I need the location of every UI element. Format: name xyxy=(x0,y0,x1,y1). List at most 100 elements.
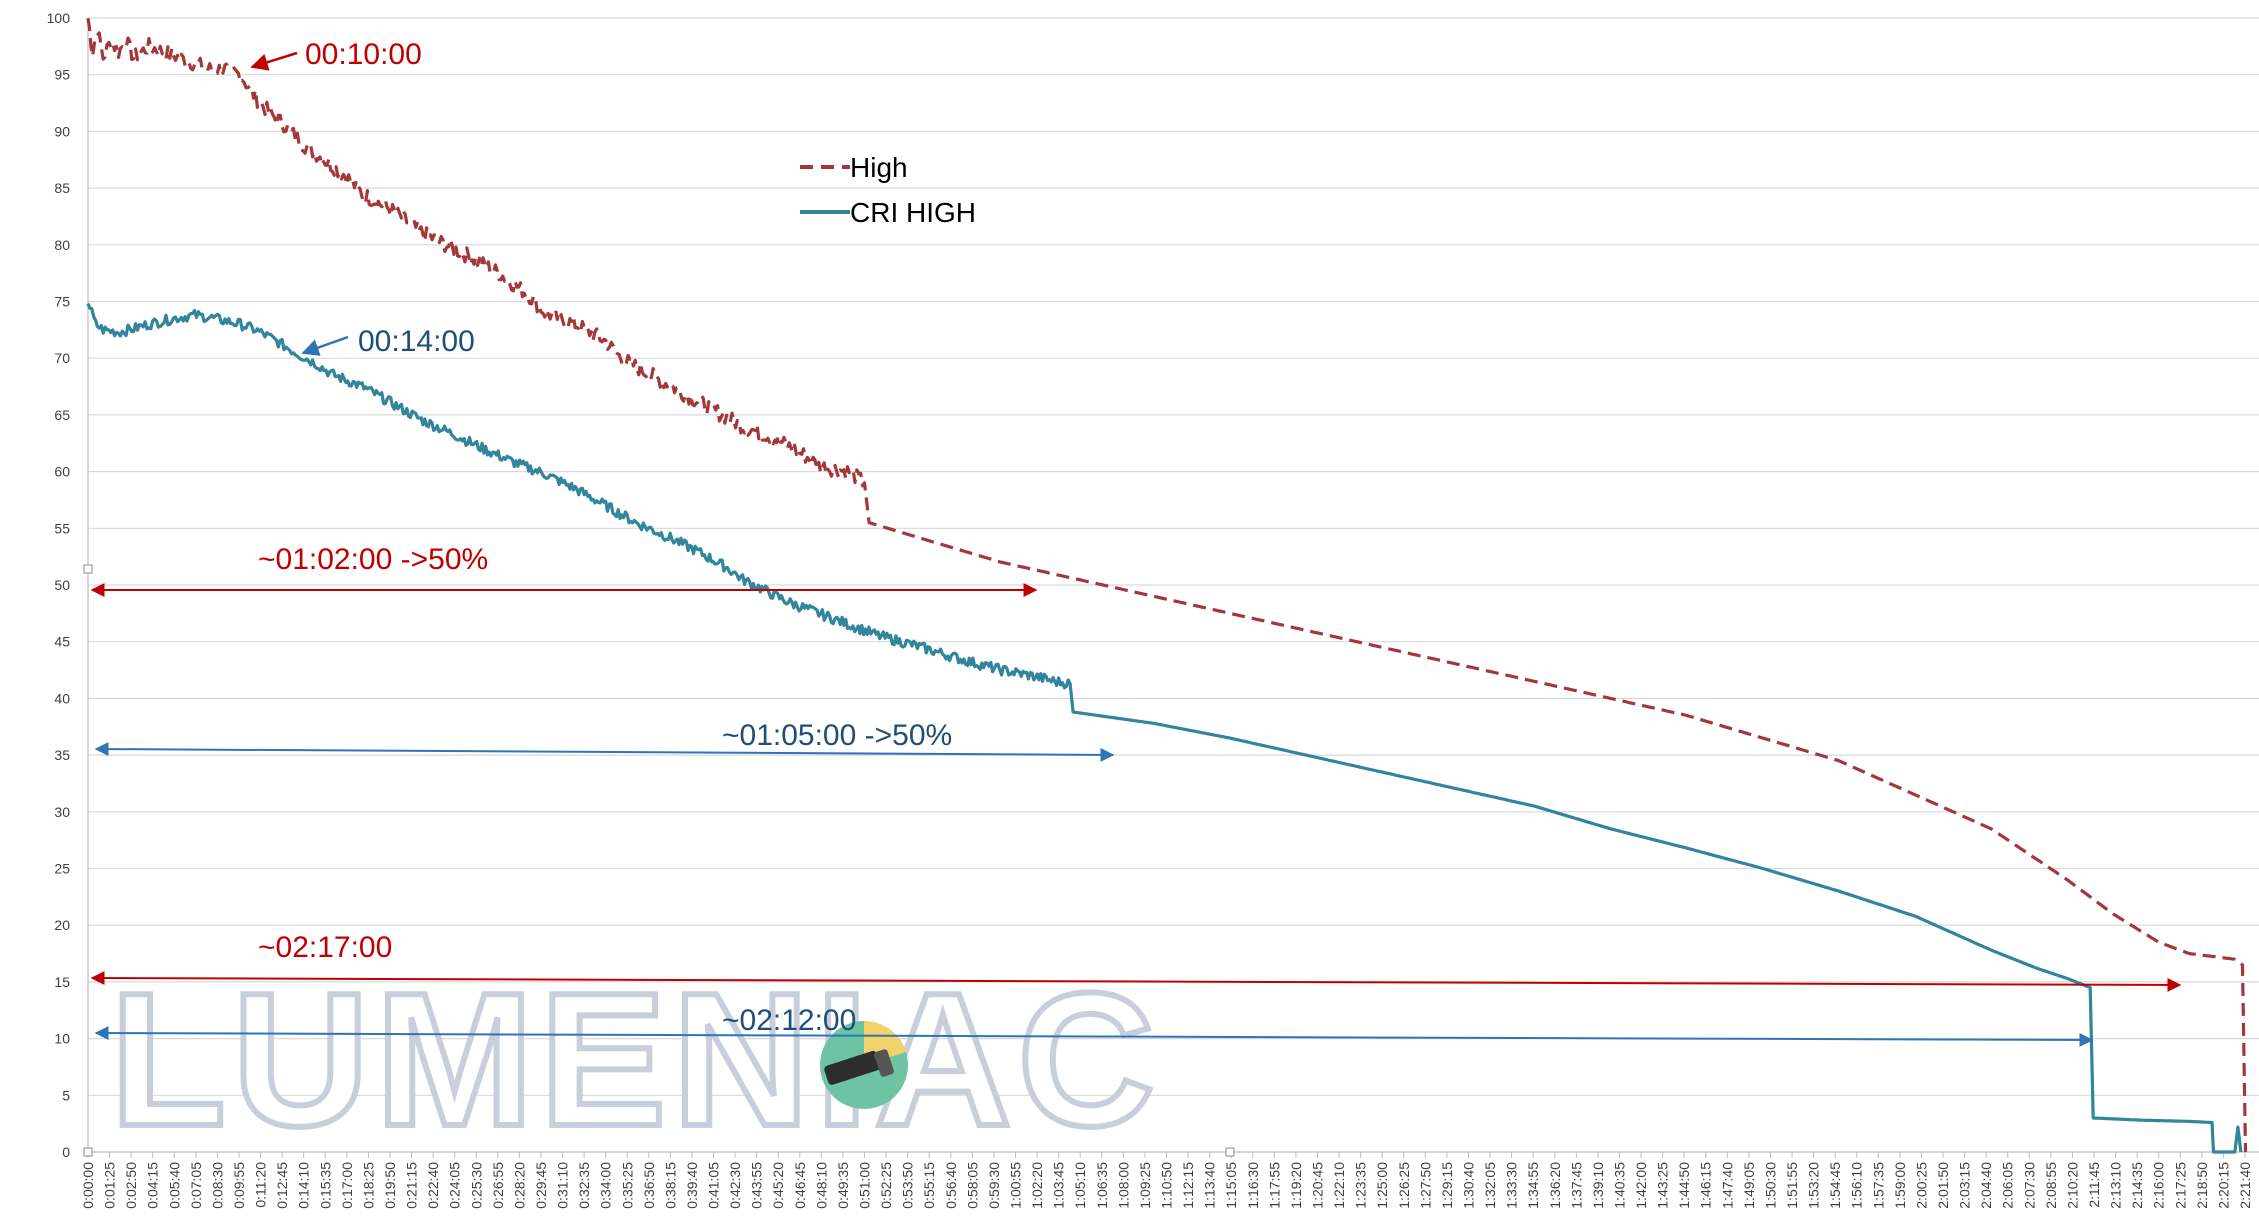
x-tick-label: 0:26:55 xyxy=(490,1162,506,1209)
x-tick-label: 0:41:05 xyxy=(706,1162,722,1209)
y-tick-label: 100 xyxy=(47,10,71,26)
y-tick-label: 70 xyxy=(54,350,70,366)
legend-label-cri-high: CRI HIGH xyxy=(850,197,976,228)
x-tick-label: 1:08:00 xyxy=(1115,1162,1131,1209)
x-tick-label: 1:47:40 xyxy=(1719,1162,1735,1209)
x-tick-label: 0:18:25 xyxy=(360,1162,376,1209)
x-tick-label: 1:15:05 xyxy=(1223,1162,1239,1209)
x-tick-label: 1:13:40 xyxy=(1202,1162,1218,1209)
x-tick-label: 0:46:45 xyxy=(792,1162,808,1209)
annotation-range-cri-50pct xyxy=(94,742,1115,762)
x-tick-label: 1:51:55 xyxy=(1784,1162,1800,1209)
x-tick-label: 2:04:40 xyxy=(1978,1162,1994,1209)
annotation-range-cri-runtime xyxy=(94,1026,2094,1047)
x-tick-label: 0:55:15 xyxy=(921,1162,937,1209)
x-tick-label: 2:18:50 xyxy=(2194,1162,2210,1209)
x-tick-label: 0:01:25 xyxy=(102,1162,118,1209)
x-tick-label: 0:29:45 xyxy=(533,1162,549,1209)
x-tick-label: 0:48:10 xyxy=(813,1162,829,1209)
y-tick-label: 90 xyxy=(54,123,70,139)
y-tick-label: 20 xyxy=(54,917,70,933)
x-tick-label: 2:17:25 xyxy=(2172,1162,2188,1209)
annotation-high-10min: 00:10:00 xyxy=(305,38,422,71)
selection-handle-left[interactable] xyxy=(83,564,93,574)
x-tick-label: 1:22:10 xyxy=(1331,1162,1347,1209)
x-tick-label: 1:17:55 xyxy=(1266,1162,1282,1209)
x-tick-label: 0:59:30 xyxy=(986,1162,1002,1209)
x-tick-label: 0:35:25 xyxy=(619,1162,635,1209)
x-tick-label: 0:28:20 xyxy=(511,1162,527,1209)
y-tick-label: 55 xyxy=(54,520,70,536)
y-tick-label: 5 xyxy=(62,1087,70,1103)
x-tick-label: 0:58:05 xyxy=(964,1162,980,1209)
x-tick-label: 1:02:20 xyxy=(1029,1162,1045,1209)
x-tick-label: 1:46:15 xyxy=(1698,1162,1714,1209)
x-tick-label: 1:05:10 xyxy=(1072,1162,1088,1209)
x-tick-label: 0:52:25 xyxy=(878,1162,894,1209)
x-tick-label: 1:37:45 xyxy=(1568,1162,1584,1209)
y-tick-label: 10 xyxy=(54,1031,70,1047)
x-tick-label: 0:34:00 xyxy=(598,1162,614,1209)
x-tick-label: 0:45:20 xyxy=(770,1162,786,1209)
series-layer xyxy=(86,17,2248,1154)
x-tick-label: 2:11:45 xyxy=(2086,1162,2102,1208)
x-tick-label: 2:08:55 xyxy=(2043,1162,2059,1209)
x-tick-label: 0:17:00 xyxy=(339,1162,355,1209)
y-tick-label: 85 xyxy=(54,180,70,196)
x-tick-label: 1:32:05 xyxy=(1482,1162,1498,1209)
annotation-cri-50pct: ~01:05:00 ->50% xyxy=(722,719,952,752)
y-tick-label: 80 xyxy=(54,237,70,253)
x-tick-label: 0:08:30 xyxy=(209,1162,225,1209)
x-tick-label: 1:44:50 xyxy=(1676,1162,1692,1209)
x-tick-label: 0:04:15 xyxy=(145,1162,161,1209)
x-tick-label: 1:42:00 xyxy=(1633,1162,1649,1209)
watermark-text: LUMENIAC xyxy=(110,954,1161,1166)
x-tick-label: 2:20:15 xyxy=(2215,1162,2231,1209)
x-tick-label: 1:27:50 xyxy=(1417,1162,1433,1209)
y-tick-label: 75 xyxy=(54,294,70,310)
x-tick-label: 0:00:00 xyxy=(80,1162,96,1209)
y-tick-label: 40 xyxy=(54,690,70,706)
annotation-high-runtime: ~02:17:00 xyxy=(258,931,392,964)
x-tick-label: 2:16:00 xyxy=(2151,1162,2167,1209)
annotations: 00:10:00 00:14:00 ~01:02:00 ->50% ~01:05… xyxy=(90,38,2182,1047)
x-tick-label: 1:03:45 xyxy=(1051,1162,1067,1209)
x-tick-label: 1:20:45 xyxy=(1309,1162,1325,1209)
y-tick-label: 30 xyxy=(54,804,70,820)
x-tick-label: 0:07:05 xyxy=(188,1162,204,1209)
x-tick-label: 1:49:05 xyxy=(1741,1162,1757,1209)
x-tick-label: 1:40:35 xyxy=(1611,1162,1627,1209)
x-tick-label: 0:22:40 xyxy=(425,1162,441,1209)
legend: High CRI HIGH xyxy=(800,152,976,228)
x-tick-label: 1:26:25 xyxy=(1396,1162,1412,1209)
x-tick-label: 0:11:20 xyxy=(253,1162,269,1208)
x-tick-label: 1:30:40 xyxy=(1460,1162,1476,1209)
series-line-cri-high xyxy=(86,302,2243,1154)
x-tick-label: 1:19:20 xyxy=(1288,1162,1304,1209)
selection-handle-bottom-left[interactable] xyxy=(83,1147,93,1157)
x-tick-label: 1:10:50 xyxy=(1158,1162,1174,1209)
x-tick-label: 1:39:10 xyxy=(1590,1162,1606,1209)
x-tick-label: 2:06:05 xyxy=(2000,1162,2016,1209)
x-tick-label: 1:36:20 xyxy=(1547,1162,1563,1209)
selection-handle-bottom[interactable] xyxy=(1225,1147,1235,1157)
x-tick-label: 1:59:00 xyxy=(1892,1162,1908,1209)
x-tick-label: 1:06:35 xyxy=(1094,1162,1110,1209)
x-tick-label: 2:03:15 xyxy=(1957,1162,1973,1209)
x-tick-label: 0:05:40 xyxy=(166,1162,182,1209)
x-tick-label: 1:57:35 xyxy=(1870,1162,1886,1209)
x-tick-label: 1:16:30 xyxy=(1245,1162,1261,1209)
x-tick-label: 1:34:55 xyxy=(1525,1162,1541,1209)
x-tick-label: 0:36:50 xyxy=(641,1162,657,1209)
x-tick-label: 0:53:50 xyxy=(900,1162,916,1209)
y-tick-label: 65 xyxy=(54,407,70,423)
x-tick-label: 0:39:40 xyxy=(684,1162,700,1209)
x-tick-label: 0:09:55 xyxy=(231,1162,247,1209)
x-tick-label: 1:23:35 xyxy=(1353,1162,1369,1209)
x-tick-label: 0:25:30 xyxy=(468,1162,484,1209)
y-tick-label: 15 xyxy=(54,974,70,990)
x-tick-label: 1:33:30 xyxy=(1504,1162,1520,1209)
x-tick-label: 0:38:15 xyxy=(662,1162,678,1209)
x-tick-label: 1:12:15 xyxy=(1180,1162,1196,1209)
